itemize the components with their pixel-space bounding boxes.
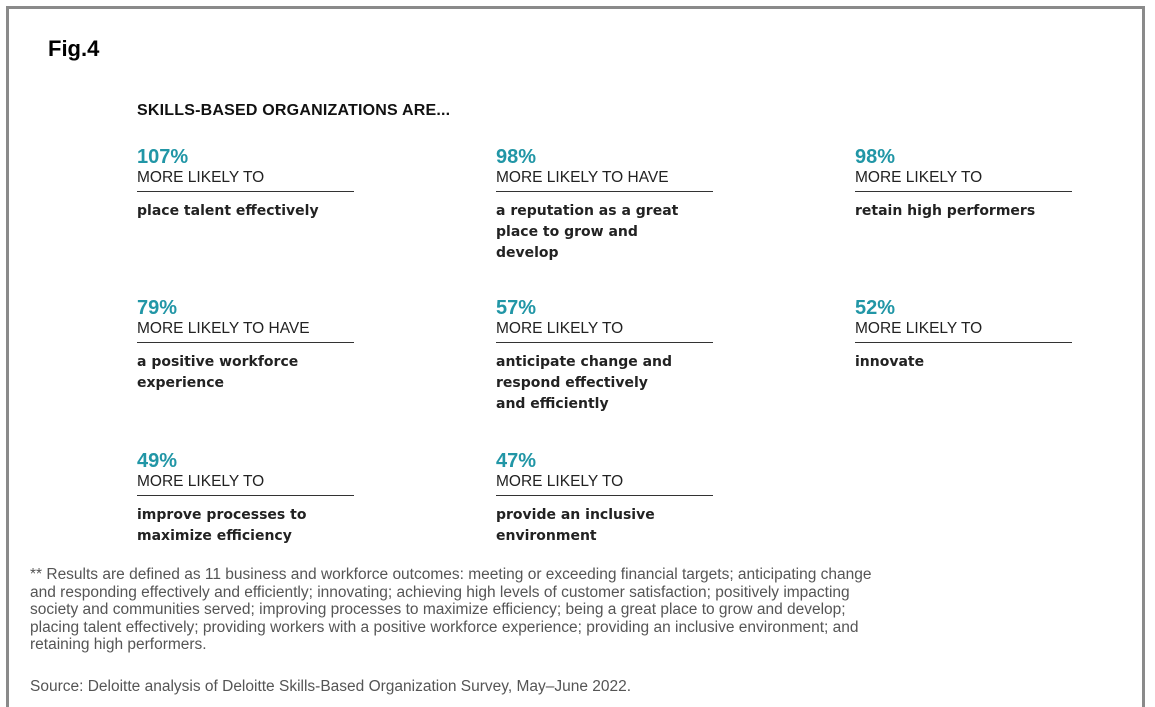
- stat-value: 98%: [855, 146, 896, 168]
- source: Source: Deloitte analysis of Deloitte Sk…: [30, 678, 632, 695]
- description: anticipate change and respond effectively…: [496, 352, 713, 415]
- stat-item: 98% MORE LIKELY TO HAVE a reputation as a …: [496, 146, 713, 264]
- stat-value: 57%: [496, 297, 537, 319]
- stat-item: 57% MORE LIKELY TO anticipate change and re…: [496, 297, 713, 415]
- description-line: respond effectively: [496, 375, 648, 391]
- qualifier: MORE LIKELY TO: [496, 472, 713, 496]
- footnote: ** Results are defined as 11 business an…: [30, 566, 872, 654]
- description: innovate: [855, 352, 1072, 373]
- qualifier: MORE LIKELY TO HAVE: [496, 168, 713, 192]
- stat-value: 98%: [496, 146, 537, 168]
- heading: SKILLS-BASED ORGANIZATIONS ARE...: [137, 102, 451, 119]
- description: place talent effectively: [137, 201, 354, 222]
- description-line: and efficiently: [496, 396, 609, 412]
- stat-item: 52% MORE LIKELY TO innovate: [855, 297, 1072, 373]
- qualifier: MORE LIKELY TO: [855, 168, 1072, 192]
- stat-value: 52%: [855, 297, 896, 319]
- qualifier: MORE LIKELY TO: [855, 319, 1072, 343]
- stat-value: 79%: [137, 297, 178, 319]
- stat-value: 49%: [137, 450, 178, 472]
- stat-item: 107% MORE LIKELY TO place talent effective…: [137, 146, 354, 222]
- stat-item: 49% MORE LIKELY TO improve processes to max…: [137, 450, 354, 547]
- qualifier: MORE LIKELY TO: [496, 319, 713, 343]
- description-line: place to grow and: [496, 224, 638, 240]
- footnote-line: ** Results are defined as 11 business an…: [30, 566, 872, 583]
- stat-item: 79% MORE LIKELY TO HAVE a positive workfor…: [137, 297, 354, 394]
- description-line: a reputation as a great: [496, 203, 679, 219]
- stat-item: 98% MORE LIKELY TO retain high performers: [855, 146, 1072, 222]
- description-line: maximize efficiency: [137, 528, 292, 544]
- description-line: retain high performers: [855, 203, 1036, 219]
- description: provide an inclusive environment: [496, 505, 713, 547]
- description-line: environment: [496, 528, 597, 544]
- description-line: provide an inclusive: [496, 507, 655, 523]
- footnote-line: placing talent effectively; providing wo…: [30, 618, 859, 636]
- description: a positive workforce experience: [137, 352, 354, 394]
- description-line: experience: [137, 375, 225, 391]
- description-line: anticipate change and: [496, 354, 673, 370]
- description-line: a positive workforce: [137, 354, 299, 370]
- stat-item: 47% MORE LIKELY TO provide an inclusive env…: [496, 450, 713, 547]
- qualifier: MORE LIKELY TO: [137, 168, 354, 192]
- footnote-line: retaining high performers.: [30, 636, 207, 653]
- description: improve processes to maximize efficiency: [137, 505, 354, 547]
- footnote-line: society and communities served; improvin…: [30, 601, 846, 618]
- footnote-line: and responding effectively and efficient…: [30, 583, 850, 601]
- stat-value: 107%: [137, 146, 189, 168]
- figure-label: Fig.4: [48, 36, 100, 61]
- description-line: improve processes to: [137, 507, 307, 523]
- description-line: develop: [496, 245, 559, 261]
- qualifier: MORE LIKELY TO HAVE: [137, 319, 354, 343]
- description-line: place talent effectively: [137, 203, 319, 219]
- stat-value: 47%: [496, 450, 537, 472]
- qualifier: MORE LIKELY TO: [137, 472, 354, 496]
- description-line: innovate: [855, 354, 925, 370]
- frame: [6, 6, 1145, 707]
- description: a reputation as a great place to grow and…: [496, 201, 713, 264]
- description: retain high performers: [855, 201, 1072, 222]
